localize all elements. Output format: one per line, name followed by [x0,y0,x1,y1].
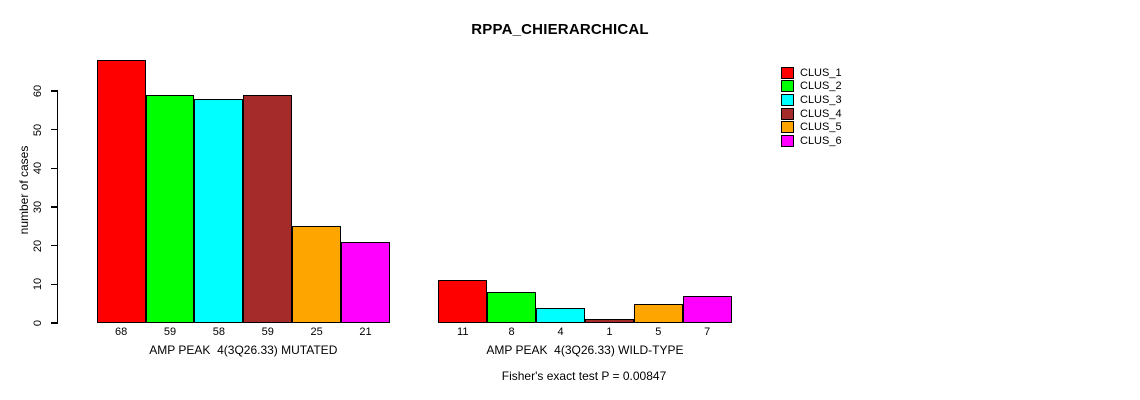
bar-value-label: 21 [359,326,372,338]
bar-clus_3-group1 [194,98,244,323]
y-axis-tick [50,129,58,131]
bar-clus_3-group2 [536,307,585,323]
bar-value-label: 4 [557,326,564,338]
bar-value-label: 58 [212,326,226,338]
legend-row-clus_6: CLUS_6 [781,134,842,148]
bar-clus_4-group1 [243,94,293,323]
legend-swatch-clus_2 [781,80,794,93]
legend-label: CLUS_2 [800,80,842,93]
x-group-label: AMP PEAK 4(3Q26.33) MUTATED [149,343,338,357]
y-axis-tick [50,206,58,208]
bar-value-label: 59 [163,326,177,338]
bar-clus_6-group2 [682,295,732,323]
x-group-label: AMP PEAK 4(3Q26.33) WILD-TYPE [486,343,684,357]
y-tick-label: 20 [32,239,44,252]
bar-value-label: 68 [115,326,128,338]
y-axis-tick [50,90,58,92]
bar-value-label: 11 [457,326,469,338]
legend-label: CLUS_4 [800,107,842,120]
bar-value-label: 7 [704,326,711,338]
y-tick-label: 50 [32,123,44,136]
legend-label: CLUS_1 [800,66,842,79]
y-tick-label: 10 [32,278,44,291]
legend-label: CLUS_3 [800,94,842,107]
chart-title: RPPA_CHIERARCHICAL [471,21,649,38]
bar-value-label: 59 [261,326,274,338]
y-axis-tick [50,283,58,285]
bar-clus_1-group1 [96,60,146,323]
bar-value-label: 8 [508,326,515,338]
y-tick-label: 60 [32,84,44,98]
bar-value-label: 5 [655,326,662,338]
legend-label: CLUS_5 [800,121,842,134]
y-tick-label: 40 [32,162,44,175]
bar-clus_6-group1 [341,241,390,323]
legend-swatch-clus_4 [781,107,794,120]
legend-row-clus_4: CLUS_4 [781,107,842,121]
bar-value-label: 1 [606,326,613,338]
legend-swatch-clus_6 [781,135,794,148]
bar-value-label: 25 [310,326,323,338]
legend: CLUS_1 CLUS_2 CLUS_3 CLUS_4 CLUS_5 CLUS_6 [781,66,842,148]
bar-clus_2-group2 [487,292,537,323]
legend-row-clus_1: CLUS_1 [781,66,842,80]
bar-clus_1-group2 [438,280,488,323]
legend-row-clus_2: CLUS_2 [781,80,842,94]
legend-label: CLUS_6 [800,135,842,148]
legend-swatch-clus_3 [781,94,794,107]
bar-clus_2-group1 [145,94,195,323]
bar-clus_5-group2 [633,303,683,323]
legend-swatch-clus_5 [781,121,794,134]
legend-swatch-clus_1 [781,66,794,79]
y-tick-label: 30 [32,200,44,214]
y-axis-tick [50,322,58,324]
fisher-test-annotation: Fisher's exact test P = 0.00847 [501,369,667,383]
legend-row-clus_5: CLUS_5 [781,121,842,135]
bar-clus_5-group1 [292,226,342,323]
y-axis-tick [50,167,58,169]
y-axis-tick [50,245,58,247]
bar-clus_4-group2 [584,319,634,323]
y-tick-label: 0 [32,319,44,327]
legend-row-clus_3: CLUS_3 [781,93,842,107]
